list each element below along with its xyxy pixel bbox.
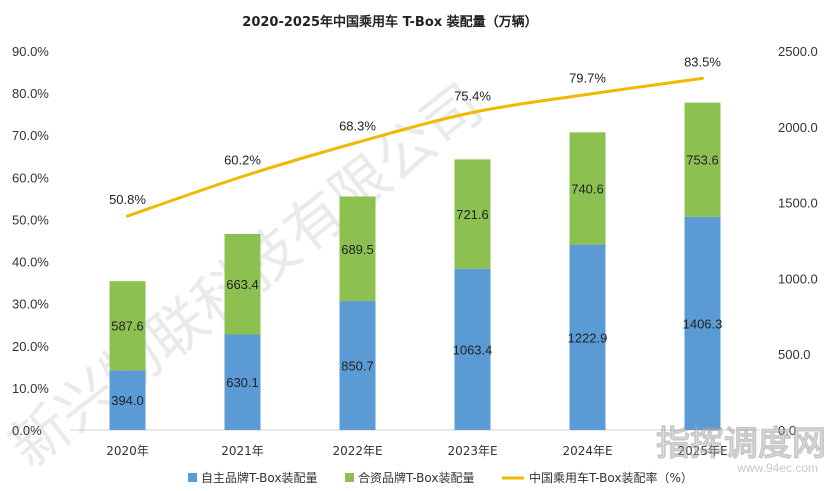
right-tick-label: 500.0 xyxy=(778,347,811,362)
logo-watermark: 指挥调度网 www.94ec.com xyxy=(656,424,827,475)
data-label-jv: 689.5 xyxy=(341,242,374,257)
category-label: 2021年 xyxy=(221,444,264,458)
left-tick-label: 70.0% xyxy=(12,128,49,143)
bar-domestic xyxy=(454,268,491,430)
logo-text: 指挥调度网 xyxy=(656,424,826,464)
legend-label-rate: 中国乘用车T-Box装配率（%） xyxy=(529,470,693,485)
bar-jv xyxy=(684,102,721,217)
category-label: 2025年E xyxy=(677,444,727,458)
left-tick-label: 50.0% xyxy=(12,212,49,227)
right-tick-label: 1500.0 xyxy=(778,196,818,211)
category-label: 2022年E xyxy=(332,444,382,458)
legend: 自主品牌T-Box装配量 合资品牌T-Box装配量 中国乘用车T-Box装配率（… xyxy=(188,470,693,485)
rate-line-layer: 50.8% 60.2% 68.3% 75.4% 79.7% 83.5% xyxy=(109,54,721,218)
bar-domestic xyxy=(684,216,721,430)
left-tick-label: 80.0% xyxy=(12,86,49,101)
data-label-jv: 740.6 xyxy=(571,181,604,196)
data-label-domestic: 1406.3 xyxy=(683,316,723,331)
category-label: 2020年 xyxy=(106,444,149,458)
data-label-domestic: 850.7 xyxy=(341,359,374,374)
left-tick-label: 40.0% xyxy=(12,255,49,270)
rate-label: 83.5% xyxy=(684,54,721,69)
data-label-jv: 663.4 xyxy=(226,277,259,292)
rate-label: 68.3% xyxy=(339,118,376,133)
bar-domestic xyxy=(109,370,146,430)
category-label: 2024年E xyxy=(562,444,612,458)
data-label-domestic: 630.1 xyxy=(226,375,259,390)
bar-domestic xyxy=(569,244,606,430)
left-tick-label: 30.0% xyxy=(12,297,49,312)
data-label-jv: 721.6 xyxy=(456,207,489,222)
right-tick-label: 1000.0 xyxy=(778,271,818,286)
bar-jv xyxy=(569,132,606,245)
bar-domestic xyxy=(339,301,376,430)
bar-jv xyxy=(109,281,146,371)
left-tick-label: 20.0% xyxy=(12,339,49,354)
right-tick-label: 2000.0 xyxy=(778,120,818,135)
rate-line xyxy=(126,76,704,218)
rate-label: 50.8% xyxy=(109,192,146,207)
left-tick-label: 0.0% xyxy=(12,423,42,438)
data-label-jv: 753.6 xyxy=(686,153,719,168)
data-label-jv: 587.6 xyxy=(111,319,144,334)
right-tick-label: 0.0 xyxy=(778,423,796,438)
data-label-domestic: 1222.9 xyxy=(568,330,608,345)
data-label-domestic: 394.0 xyxy=(111,393,144,408)
legend-swatch-domestic xyxy=(188,473,197,482)
chart-title: 2020-2025年中国乘用车 T-Box 装配量（万辆） xyxy=(242,14,537,30)
logo-url: www.94ec.com xyxy=(736,461,818,475)
legend-label-jv: 合资品牌T-Box装配量 xyxy=(358,470,474,485)
bar-domestic xyxy=(224,334,261,430)
rate-label: 79.7% xyxy=(569,70,606,85)
left-tick-label: 60.0% xyxy=(12,170,49,185)
bar-jv xyxy=(224,233,261,335)
right-tick-label: 2500.0 xyxy=(778,44,818,59)
legend-swatch-jv xyxy=(345,473,354,482)
bar-jv xyxy=(454,159,491,269)
rate-label: 60.2% xyxy=(224,152,261,167)
left-tick-label: 10.0% xyxy=(12,381,49,396)
bar-jv xyxy=(339,196,376,302)
legend-label-domestic: 自主品牌T-Box装配量 xyxy=(201,471,317,485)
data-label-domestic: 1063.4 xyxy=(453,342,493,357)
right-axis: 0.0 500.0 1000.0 1500.0 2000.0 2500.0 xyxy=(778,44,818,438)
left-tick-label: 90.0% xyxy=(12,44,49,59)
category-label: 2023年E xyxy=(447,444,497,458)
category-labels: 2020年 2021年 2022年E 2023年E 2024年E 2025年E xyxy=(106,444,727,458)
rate-label: 75.4% xyxy=(454,88,491,103)
bars-layer: 394.0 587.6 630.1 663.4 850.7 689.5 1063.4 721.… xyxy=(109,102,723,430)
left-axis: 0.0% 10.0% 20.0% 30.0% 40.0% 50.0% 60.0% 70.0% 8… xyxy=(12,44,49,438)
